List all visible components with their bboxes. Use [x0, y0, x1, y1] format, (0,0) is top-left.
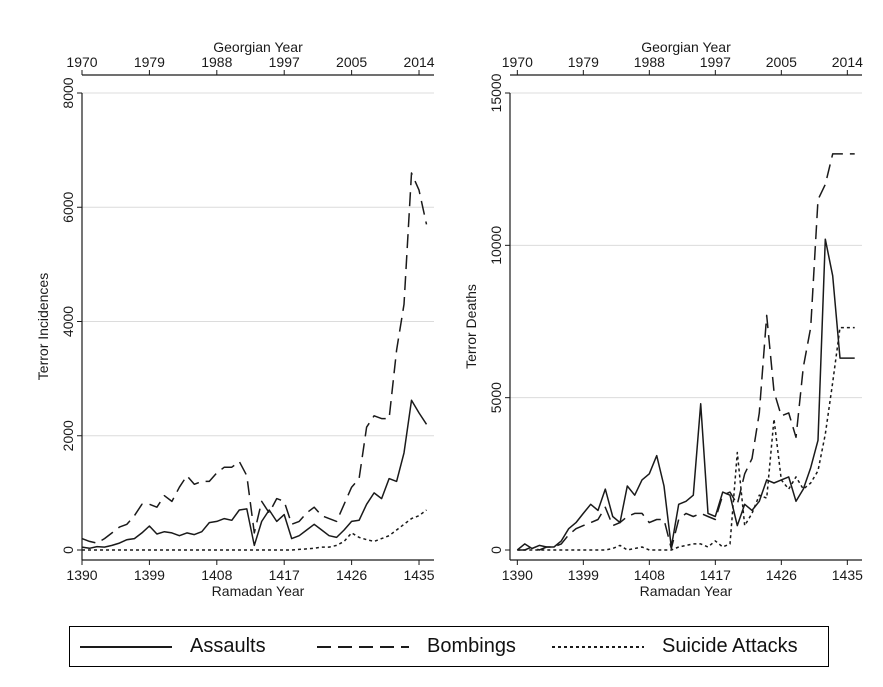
top-tick-label: 2014	[403, 54, 434, 70]
top-tick-label: 1970	[502, 54, 533, 70]
top-tick-label: 1997	[700, 54, 731, 70]
y-axis-title: Terror Deaths	[463, 284, 479, 369]
top-axis-title: Georgian Year	[213, 39, 303, 55]
x-axis-title: Ramadan Year	[212, 583, 305, 599]
series-line-suicide-attacks	[517, 326, 855, 551]
chart-panel-2: 0 5000 10000 15000 1390 1399 1408 1417 1426 1435 R…	[463, 39, 863, 599]
series-line-assaults	[81, 399, 428, 550]
top-tick-label: 2014	[832, 54, 863, 70]
y-tick-label: 2000	[60, 420, 76, 451]
top-tick-label: 1988	[201, 54, 232, 70]
x-tick-label: 1435	[403, 567, 434, 583]
x-tick-label: 1417	[269, 567, 300, 583]
x-tick-label: 1390	[66, 567, 97, 583]
legend-swatch-dot	[552, 645, 644, 648]
top-tick-label: 2005	[766, 54, 797, 70]
x-tick-label: 1408	[201, 567, 232, 583]
legend-item-bombings: Bombings	[317, 627, 516, 666]
y-tick-label: 6000	[60, 191, 76, 222]
x-axis-title: Ramadan Year	[640, 583, 733, 599]
top-tick-label: 1979	[568, 54, 599, 70]
y-tick-label: 10000	[488, 226, 504, 265]
y-tick-label: 4000	[60, 306, 76, 337]
top-tick-label: 1997	[269, 54, 300, 70]
y-tick-label: 0	[488, 546, 504, 554]
y-tick-label: 15000	[488, 73, 504, 112]
legend-item-assaults: Assaults	[80, 627, 266, 666]
legend-label-suicide: Suicide Attacks	[662, 635, 798, 657]
x-tick-label: 1426	[336, 567, 367, 583]
y-tick-label: 0	[60, 546, 76, 554]
legend-label-bombings: Bombings	[427, 635, 516, 657]
legend-label-assaults: Assaults	[190, 635, 266, 657]
legend-swatch-solid	[80, 645, 172, 648]
x-tick-label: 1408	[634, 567, 665, 583]
legend-swatch-dash	[317, 645, 409, 648]
top-tick-label: 2005	[336, 54, 367, 70]
x-tick-label: 1417	[700, 567, 731, 583]
top-tick-label: 1979	[134, 54, 165, 70]
y-tick-label: 8000	[60, 77, 76, 108]
legend: Assaults Bombings Suicide Attacks	[69, 626, 829, 667]
x-tick-label: 1390	[502, 567, 533, 583]
top-tick-label: 1988	[634, 54, 665, 70]
series-line-bombings	[517, 153, 855, 551]
y-axis-title: Terror Incidences	[35, 273, 51, 380]
chart-panel-1: 0 2000 4000 6000 8000 1390 1399 1408 1417 1426 143…	[35, 39, 435, 599]
series-line-assaults	[516, 238, 855, 551]
top-tick-label: 1970	[66, 54, 97, 70]
top-axis-title: Georgian Year	[641, 39, 731, 55]
series-line-bombings	[81, 172, 428, 544]
x-tick-label: 1399	[134, 567, 165, 583]
x-tick-label: 1435	[832, 567, 863, 583]
x-tick-label: 1426	[766, 567, 797, 583]
y-tick-label: 5000	[488, 382, 504, 413]
x-tick-label: 1399	[568, 567, 599, 583]
legend-item-suicide: Suicide Attacks	[552, 627, 798, 666]
